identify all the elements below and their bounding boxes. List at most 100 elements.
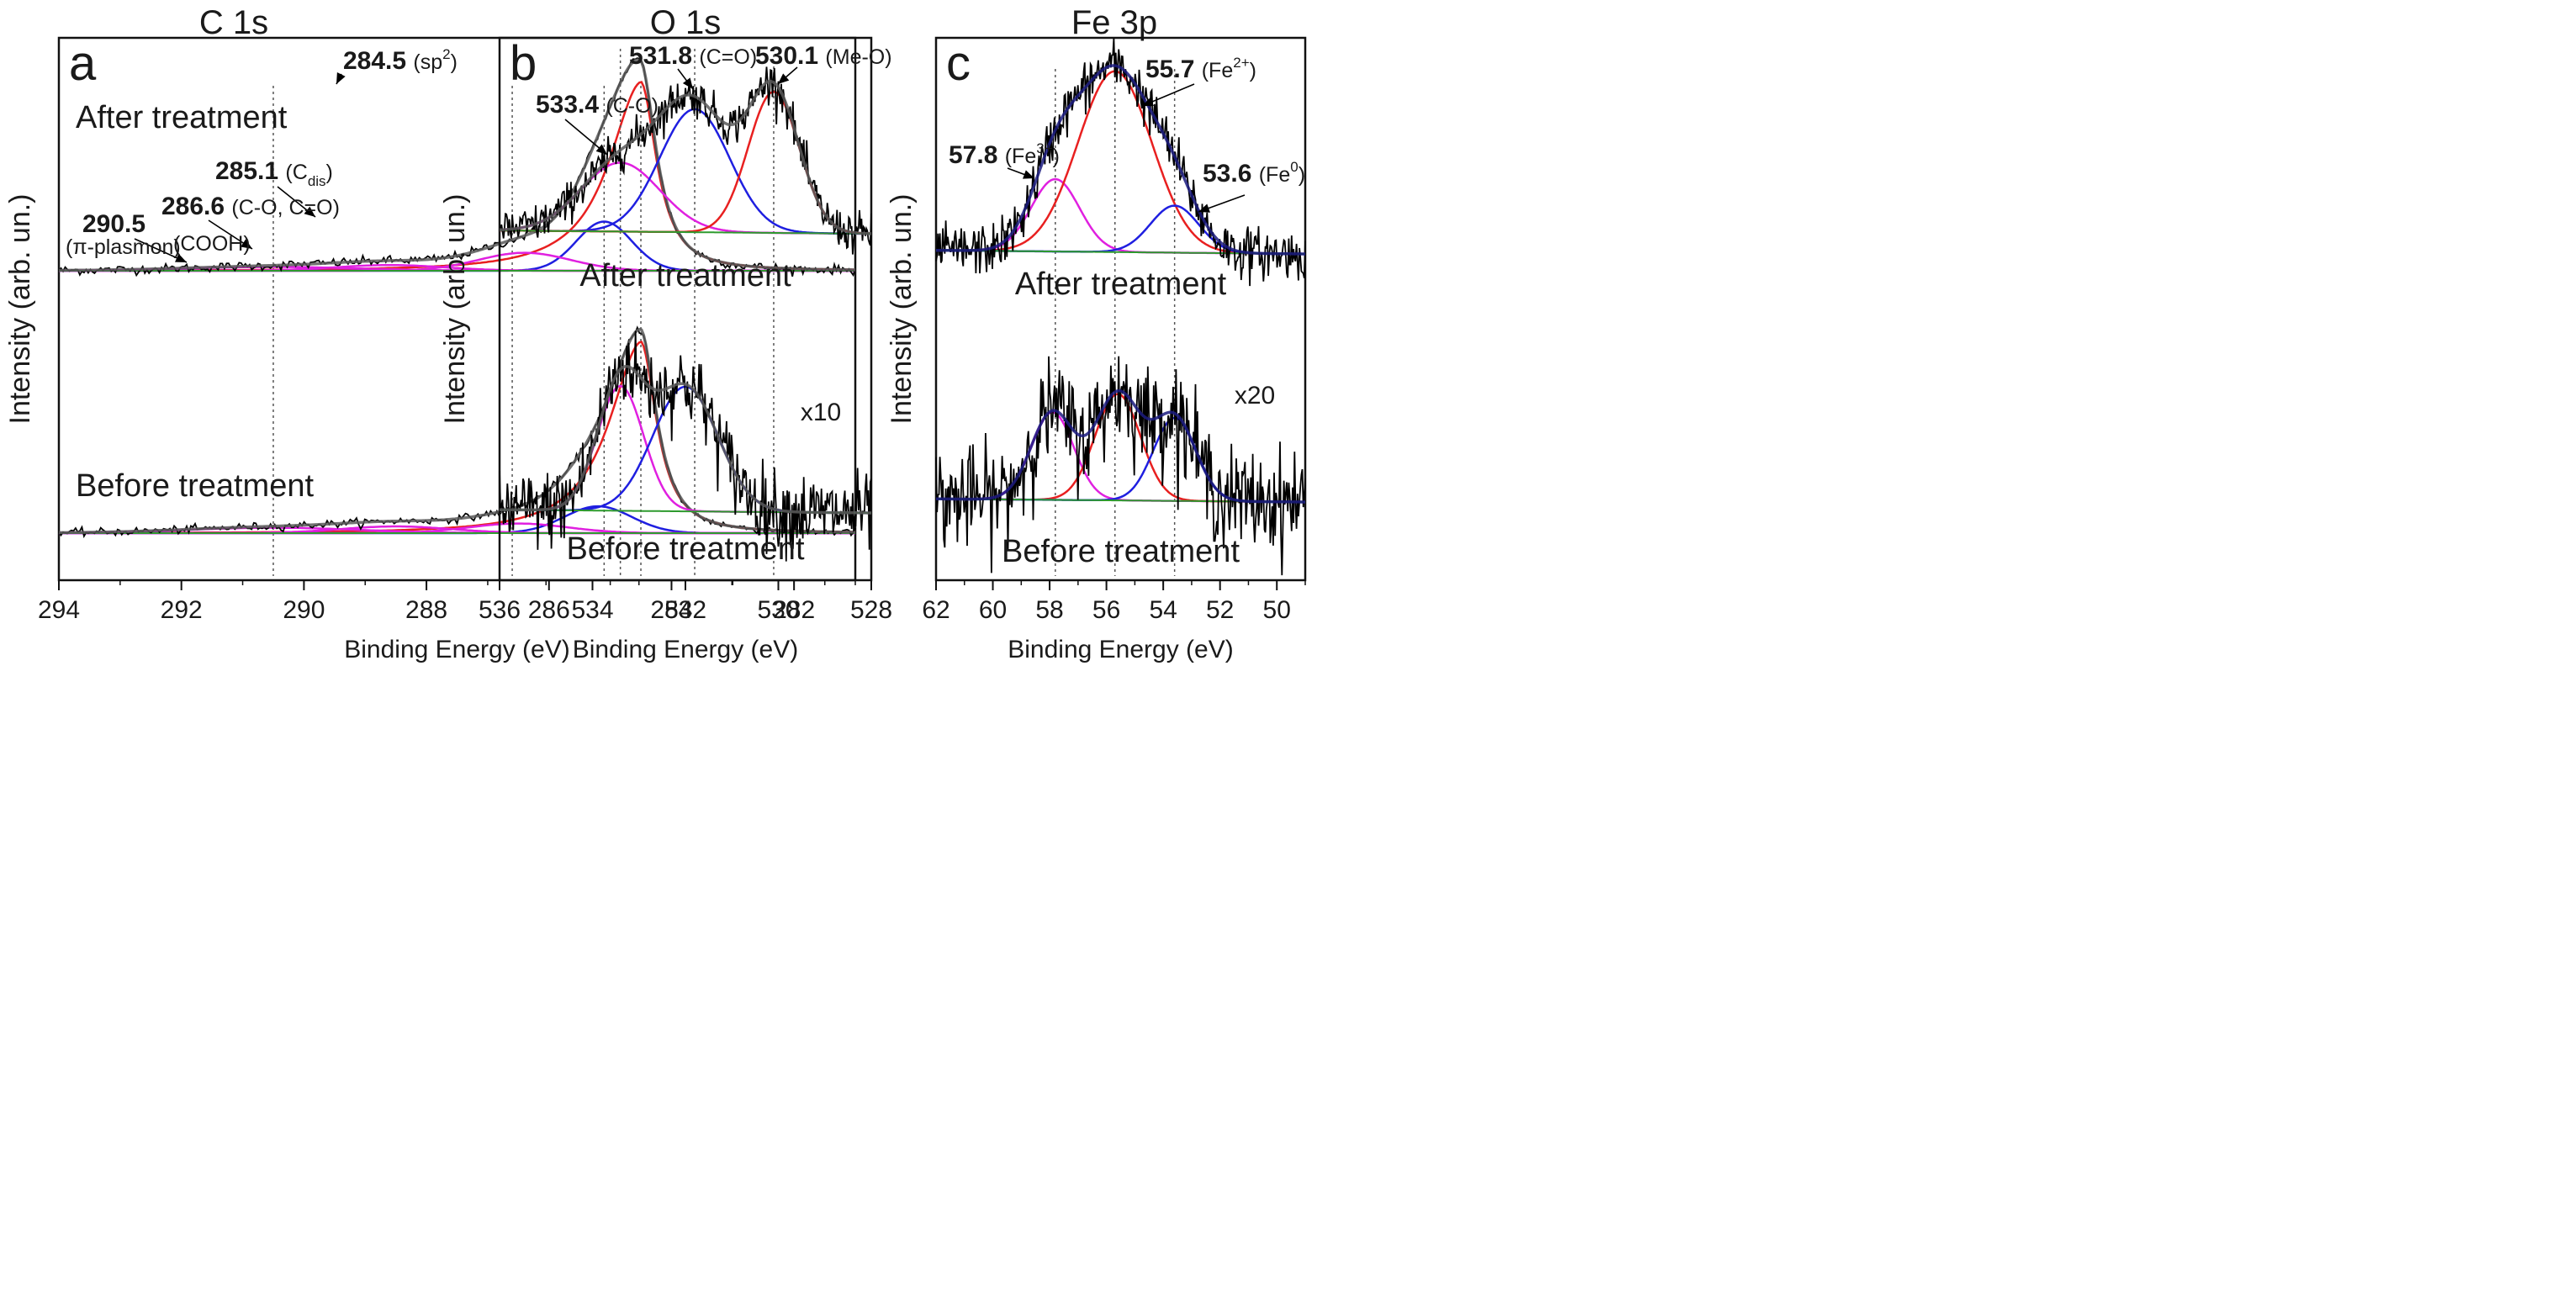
x-tick-label: 56 [1092, 596, 1120, 624]
peak-value: 53.6 [1203, 160, 1259, 188]
y-axis-label: Intensity (arb. un.) [4, 193, 36, 424]
envelope-fit [936, 389, 1305, 504]
assignment-close: ) [1250, 59, 1256, 82]
superscript: 3+ [1036, 140, 1052, 156]
peak-annotation: 57.8 (Fe3+) [949, 140, 1060, 169]
plot-frame [57, 36, 857, 582]
peak-value: 285.1 [215, 157, 285, 185]
panel-letter: b [510, 36, 537, 91]
x-tick-label: 286 [528, 596, 570, 624]
chart-panel-a: C 1s a 294 292 290 288 286 284 282 Binding Energy… [4, 4, 857, 663]
annotation-arrowhead [241, 239, 252, 249]
peak-annotation: (COOH) [173, 232, 251, 256]
x-tick-label: 58 [1035, 596, 1063, 624]
annotation-arrowhead [175, 253, 187, 262]
peak-assignment: (C [285, 161, 307, 184]
panel-letter: c [946, 36, 971, 91]
chart-panel-c: Fe 3p c 62 60 58 56 54 52 50 Binding Energy (eV) I… [886, 4, 1307, 663]
x-axis-label: Binding Energy (eV) [1008, 636, 1233, 663]
treatment-label: Before treatment [1002, 534, 1240, 569]
x-tick-label: 528 [850, 596, 892, 624]
treatment-label: After treatment [76, 100, 288, 135]
x-tick-label: 532 [664, 596, 706, 624]
panel-title: Fe 3p [1071, 4, 1157, 41]
x-tick-label: 60 [979, 596, 1007, 624]
subscript: dis [308, 173, 326, 189]
peak-value: 286.6 [161, 193, 231, 220]
peak-assignment: (Me-O) [825, 45, 891, 69]
peak-assignment: (Fe [1005, 145, 1037, 168]
peak-assignment: (COOH) [173, 232, 251, 256]
x-tick-label: 284 [650, 596, 692, 624]
peak-annotation: 55.7 (Fe2+) [1145, 55, 1256, 83]
panel-title: C 1s [199, 4, 268, 41]
x-tick-label: 294 [38, 596, 80, 624]
x-tick-label: 290 [283, 596, 325, 624]
superscript: 2+ [1233, 55, 1249, 71]
treatment-label: Before treatment [566, 531, 804, 567]
component-fe3- [936, 177, 1305, 256]
superscript: 0 [1290, 159, 1298, 175]
assignment-close: ) [1299, 163, 1305, 187]
spectrum-before: Before treatment [58, 325, 856, 539]
assignment-close: ) [326, 161, 333, 184]
multiplier-label: x20 [1235, 382, 1275, 410]
peak-annotation: 286.6 (C-O, C=O) [161, 193, 340, 220]
x-axis-label: Binding Energy (eV) [573, 636, 798, 663]
peak-annotation: 284.5 (sp2) [343, 46, 458, 75]
peak-assignment: (Fe [1202, 59, 1234, 82]
treatment-label: After treatment [1015, 267, 1227, 302]
x-tick-label: 534 [571, 596, 613, 624]
spectrum-after: After treatment [58, 57, 856, 277]
raw-data [935, 38, 1306, 287]
peak-assignment: (C-O, C=O) [231, 196, 339, 219]
multiplier-label: x10 [801, 399, 841, 426]
x-axis-label: Binding Energy (eV) [344, 636, 569, 663]
envelope-fit [500, 80, 871, 235]
annotation-arrowhead [1142, 97, 1154, 107]
envelope-fit [500, 364, 871, 515]
spectrum-after: After treatment [499, 66, 872, 293]
peak-value: 531.8 [629, 42, 699, 70]
peak-annotation: 533.4 (C-O) [536, 91, 659, 119]
peak-annotation: 530.1 (Me-O) [755, 42, 892, 70]
background-line [500, 230, 871, 235]
annotation-arrowhead [778, 73, 790, 84]
x-tick-label: 282 [773, 596, 815, 624]
envelope-fit [59, 58, 855, 272]
panel-letter: a [69, 36, 97, 91]
treatment-label: Before treatment [76, 468, 314, 504]
x-tick-label: 530 [757, 596, 799, 624]
x-tick-label: 54 [1149, 596, 1177, 624]
annotation-arrowhead [304, 206, 315, 217]
y-axis-label: Intensity (arb. un.) [439, 193, 471, 424]
x-tick-label: 292 [161, 596, 203, 624]
chart-panel-b: O 1s b 536 534 532 530 528 Binding Energy (eV) I… [439, 4, 892, 663]
envelope-fit [936, 64, 1305, 256]
superscript: 2 [442, 46, 450, 62]
peak-annotation: 53.6 (Fe0) [1203, 159, 1305, 188]
annotation-arrowhead [336, 72, 346, 84]
y-axis-label: Intensity (arb. un.) [886, 193, 918, 424]
assignment-close: ) [451, 50, 458, 74]
spectrum-before: Before treatment [499, 330, 872, 567]
x-tick-label: 62 [922, 596, 949, 624]
annotation-arrowhead [1198, 203, 1210, 213]
panel-title: O 1s [650, 4, 721, 41]
assignment-close: ) [1053, 145, 1060, 168]
peak-annotation: (π-plasmon) [66, 235, 181, 259]
plot-frame [934, 36, 1307, 582]
x-tick-label: 288 [405, 596, 447, 624]
peak-annotation: 285.1 (Cdis) [215, 157, 333, 189]
peak-value: 530.1 [755, 42, 825, 70]
annotation-arrowhead [682, 77, 693, 89]
peak-assignment: (C=O) [699, 45, 757, 69]
peak-value: 55.7 [1145, 55, 1202, 83]
annotation-arrowhead [1023, 170, 1034, 179]
annotation-arrowhead [595, 144, 607, 155]
spectrum-before: Before treatment [935, 356, 1306, 576]
x-tick-label: 50 [1263, 596, 1291, 624]
raw-data [499, 330, 872, 562]
treatment-label: After treatment [579, 258, 791, 293]
